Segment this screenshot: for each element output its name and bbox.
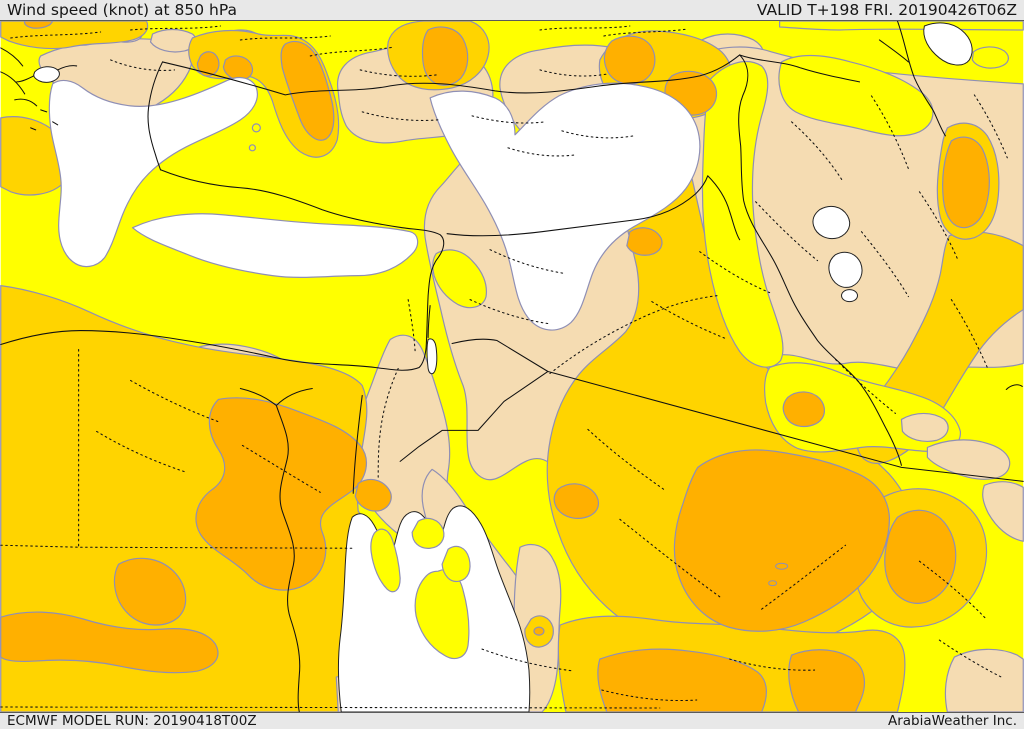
- contour-region-orange: [421, 26, 469, 86]
- dotted-iraq: [651, 251, 771, 340]
- contour-region-yellow: [414, 569, 470, 660]
- top-info-bar: Wind speed (knot) at 850 hPa VALID T+198…: [0, 0, 1024, 21]
- dotted-anatolia: [110, 59, 609, 77]
- contour-region-orange: [626, 227, 663, 256]
- lake-urmia: [828, 251, 863, 288]
- dotted-iran: [791, 94, 1008, 369]
- calm-region-east-anatolia: [429, 82, 701, 331]
- valid-time-label: VALID T+198 FRI. 20190426T06Z: [756, 1, 1017, 19]
- contour-region-orange: [196, 51, 220, 77]
- dotted-saudi: [587, 428, 847, 610]
- dotted-zagros: [755, 201, 896, 414]
- dotted-arabia-east: [918, 560, 1004, 679]
- border-parallel-south: [0, 706, 661, 709]
- contour-region-orange: [597, 648, 767, 712]
- jordan-river: [427, 305, 431, 339]
- contour-region-orange: [280, 40, 335, 141]
- contour-region-orange: [533, 626, 545, 636]
- contour-region-orange: [113, 557, 187, 626]
- contour-region-orange-saudi: [673, 449, 891, 632]
- contour-region-yellow: [971, 46, 1010, 69]
- contour-region-orange: [782, 391, 826, 428]
- border-saudi-iraq: [399, 338, 1024, 482]
- border-turkey-syria: [446, 175, 741, 241]
- brand-label: ArabiaWeather Inc.: [887, 713, 1017, 729]
- nile-river: [239, 387, 313, 712]
- contour-region-orange: [884, 509, 957, 604]
- dotted-sudan: [481, 648, 816, 702]
- border-caucasus: [739, 21, 946, 137]
- contour-region-orange: [553, 483, 600, 519]
- dotted-borders: [0, 25, 1008, 709]
- contour-region-orange: [354, 478, 392, 512]
- dotted-jordan-iraq: [549, 295, 719, 375]
- caspian-sea: [923, 22, 973, 66]
- contour-region-yellow: [441, 545, 471, 583]
- contour-region-yellow: [251, 123, 261, 133]
- band-tan-overlays: [335, 412, 1024, 712]
- map-title: Wind speed (knot) at 850 hPa: [7, 1, 238, 19]
- contour-region-orange: [0, 611, 219, 674]
- lake-small: [841, 289, 858, 303]
- dotted-turkey: [309, 28, 689, 157]
- contour-region-yellow: [248, 144, 256, 152]
- calm-region-south-coast: [131, 213, 419, 278]
- dotted-israel: [377, 299, 416, 479]
- dotted-egypt: [96, 379, 321, 493]
- contour-region-orange-nile: [195, 397, 368, 591]
- sea-of-marmara: [33, 66, 60, 83]
- mediterranean-coast: [0, 169, 445, 371]
- border-turkey-iran: [738, 54, 902, 466]
- suez-canal: [352, 394, 363, 494]
- calm-region-anatolia: [48, 77, 258, 268]
- lake-van: [812, 205, 851, 239]
- bottom-info-bar: ECMWF MODEL RUN: 20190418T00Z ArabiaWeat…: [0, 712, 1024, 729]
- coastlines-and-borders: [0, 21, 1024, 712]
- dead-sea: [426, 338, 438, 375]
- dotted-syria: [469, 249, 567, 325]
- wind-map-svg: [0, 21, 1024, 712]
- contour-region-yellow: [701, 61, 784, 368]
- contour-region-yellow: [432, 249, 488, 309]
- model-run-label: ECMWF MODEL RUN: 20190418T00Z: [7, 713, 257, 729]
- persian-gulf-head: [1005, 384, 1023, 390]
- band-yellow-overlays: [432, 21, 1024, 453]
- contour-region-tan: [926, 439, 1011, 480]
- contour-speck: [768, 580, 778, 587]
- contour-speck: [775, 562, 789, 570]
- contour-region-orange: [788, 649, 865, 712]
- contour-region-orange: [942, 136, 990, 229]
- contour-region-yellow: [411, 517, 445, 549]
- contour-region-orange: [222, 55, 254, 81]
- contour-region-orange: [603, 35, 656, 85]
- black-sea-coast: [161, 54, 741, 96]
- contour-region-tan: [900, 412, 949, 442]
- contour-region-yellow: [370, 528, 401, 593]
- inner-yellow-details: [248, 123, 554, 660]
- greece-coast: [0, 47, 78, 131]
- dotted-balkans: [10, 25, 631, 41]
- contour-region-yellow: [778, 54, 934, 137]
- wind-map: [0, 21, 1024, 712]
- band-orange-regions: [0, 21, 990, 712]
- contour-region-tan: [982, 481, 1024, 542]
- contour-region-orange: [23, 21, 54, 29]
- contour-region-tan: [944, 648, 1024, 712]
- border-egypt-sudan: [0, 544, 353, 549]
- aegean-coast: [147, 61, 164, 171]
- contour-region-yellow: [779, 21, 1024, 31]
